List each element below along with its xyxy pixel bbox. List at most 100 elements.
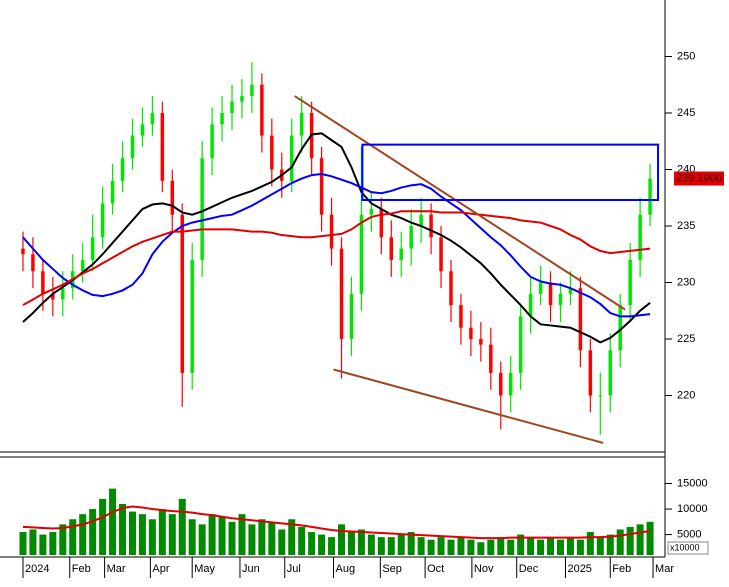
volume-bar [576,539,584,555]
candle-body [359,214,364,294]
volume-bar [49,532,57,555]
candle-body [110,180,115,204]
volume-bar [407,532,415,555]
y-tick-label: 230 [677,276,695,288]
volume-tick-label: 5000 [677,528,701,540]
volume-bar [626,526,634,555]
candle-body [339,248,344,339]
x-tick-label: 2024 [25,563,49,575]
volume-ma [22,505,651,540]
volume-bar [158,509,166,555]
candle-body [469,327,473,339]
candle-body [61,288,65,300]
volume-bar [347,532,355,555]
candle-body [230,101,234,113]
candle-body [538,282,543,294]
moving-average [22,210,651,306]
y-tick-label: 235 [677,220,695,232]
candle-body [41,271,45,294]
candle-body [369,209,374,215]
volume-bar [188,519,196,555]
candle-body [51,293,55,300]
y-tick-label: 245 [677,107,695,119]
candle-body [200,158,204,260]
volume-bar [606,534,614,555]
volume-bar [109,488,117,555]
y-tick-label: 225 [677,333,695,345]
volume-tick-label: 15000 [677,477,708,489]
volume-bar [427,539,435,555]
candle-body [518,316,523,373]
volume-bar [318,534,326,555]
candle-body [379,209,384,238]
candle-body [578,288,583,351]
volume-bar [228,521,236,555]
candle-body [21,248,25,255]
x-tick-label: 2025 [567,563,591,575]
candle-body [289,135,294,181]
candle-body [499,372,503,396]
candle-body [329,214,334,249]
x-tick-label: Nov [474,563,494,575]
volume-bar [258,519,266,555]
candle-body [638,214,642,260]
candle-body [80,259,85,272]
candle-body [250,84,254,97]
candle-body [349,293,354,339]
last-price-label: 239.1900 [676,172,722,184]
volume-bar [636,524,644,555]
volume-bar [527,537,535,555]
volume-bar [278,529,286,555]
volume-bar [477,542,485,555]
candle-body [150,113,155,125]
moving-average [22,173,651,318]
candle-body [210,124,214,159]
candle-body [558,293,563,306]
candle-body [439,237,443,272]
candle-body [120,158,125,181]
candle-body [220,113,224,125]
x-tick-label: Jun [242,563,260,575]
candle-body [140,124,145,136]
volume-bar [198,524,206,555]
volume-bar [646,521,654,555]
candle-body [419,214,423,226]
x-tick-label: Mar [655,563,674,575]
volume-bar [119,503,127,555]
volume-bar [29,529,37,555]
candle-body [190,259,194,373]
candle-body [160,113,165,181]
candle-body [260,84,264,136]
x-tick-label: Oct [427,563,444,575]
candle-body [31,254,35,272]
moving-average [22,132,651,344]
trendline [333,368,604,444]
volume-unit-label: x10000 [670,542,700,552]
volume-bar [596,537,604,555]
volume-bar [457,537,465,555]
candle-body [588,350,593,396]
candle-body [459,305,463,328]
volume-tick-label: 10000 [677,503,708,515]
volume-bar [338,524,345,555]
volume-bar [417,537,425,555]
x-tick-label: Feb [72,563,91,575]
volume-bar [517,534,525,555]
candle-body [90,237,95,260]
candle-body [648,178,652,215]
volume-bar [89,509,97,555]
candle-body [598,395,603,397]
volume-bar [69,519,77,555]
candle-body [449,271,453,306]
candle-body [508,372,513,396]
volume-bar [447,539,455,555]
volume-bar [397,534,405,555]
volume-bar [437,537,445,555]
candle-body [130,135,135,159]
volume-bar [328,537,336,555]
x-tick-label: Jul [287,563,301,575]
volume-bar [19,532,27,555]
volume-bar [497,537,505,555]
volume-bar [138,514,146,555]
